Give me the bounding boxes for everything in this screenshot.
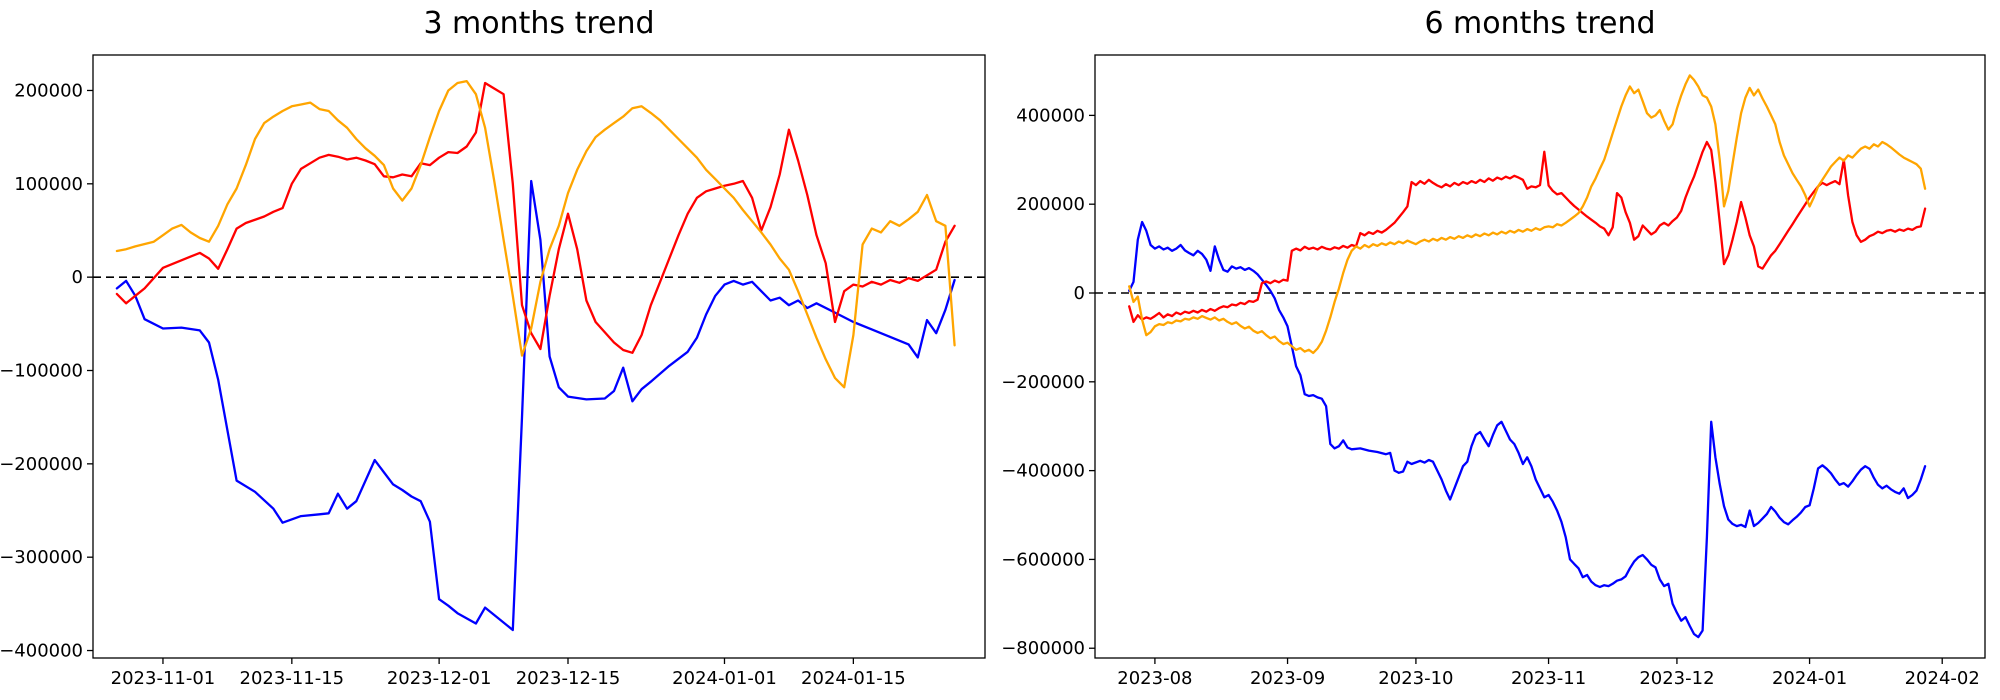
y-tick-label: −400000 [1001, 461, 1085, 482]
series-line-red [115, 81, 956, 354]
y-tick-label: −400000 [0, 641, 83, 662]
chart-6-months-trend: 2023-08 2023-09 2023-10 2023-11 2023-12 2024-… [1001, 54, 1986, 689]
y-tick-label: 200000 [14, 80, 83, 101]
x-tick-label: 2023-12-15 [516, 668, 621, 689]
series-line-blue [1128, 220, 1927, 639]
x-tick-label: 2024-01-01 [672, 668, 777, 689]
y-tick-label: 0 [72, 267, 83, 288]
x-axis: 2023-11-01 2023-11-15 2023-12-01 2023-12-15… [111, 658, 906, 689]
y-tick-label: −100000 [0, 361, 83, 382]
series-group [115, 79, 956, 632]
y-tick-label: 200000 [1016, 194, 1085, 215]
chart-title-6-months: 6 months trend [1424, 6, 1656, 41]
y-tick-label: −200000 [0, 454, 83, 475]
y-tick-label: 100000 [14, 174, 83, 195]
y-tick-label: 0 [1074, 283, 1085, 304]
x-tick-label: 2023-11-01 [111, 668, 216, 689]
chart-3-months-trend: 2023-11-01 2023-11-15 2023-12-01 2023-12-15… [0, 54, 986, 689]
x-tick-label: 2023-12 [1639, 668, 1714, 689]
series-line-blue [115, 179, 956, 632]
y-tick-label: −800000 [1001, 638, 1085, 659]
y-tick-label: −300000 [0, 547, 83, 568]
series-line-orange [115, 79, 956, 389]
y-axis: 200000 100000 0 −100000 −200000 −300000 −40000… [0, 80, 93, 662]
series-line-red [1128, 140, 1927, 324]
x-tick-label: 2024-01-15 [801, 668, 906, 689]
series-line-orange [1128, 74, 1927, 355]
axes-frame [1094, 54, 1986, 659]
chart-panel-3-months: 2023-11-01 2023-11-15 2023-12-01 2023-12-15… [0, 6, 986, 689]
x-tick-label: 2023-12-01 [387, 668, 492, 689]
x-tick-label: 2023-11 [1511, 668, 1586, 689]
x-axis: 2023-08 2023-09 2023-10 2023-11 2023-12 2024-… [1117, 658, 1980, 689]
chart-title-3-months: 3 months trend [423, 6, 655, 41]
x-tick-label: 2024-02 [1905, 668, 1980, 689]
x-tick-label: 2023-10 [1378, 668, 1453, 689]
x-tick-label: 2023-11-15 [240, 668, 345, 689]
axes-frame [92, 54, 986, 659]
x-tick-label: 2024-01 [1772, 668, 1847, 689]
y-tick-label: 400000 [1016, 105, 1085, 126]
series-group [1128, 74, 1927, 639]
y-axis: 400000 200000 0 −200000 −400000 −600000 −80000… [1001, 105, 1095, 659]
x-tick-label: 2023-08 [1117, 668, 1192, 689]
chart-panel-6-months: 2023-08 2023-09 2023-10 2023-11 2023-12 2024-… [1000, 0, 2000, 700]
y-tick-label: −600000 [1001, 549, 1085, 570]
x-tick-label: 2023-09 [1250, 668, 1325, 689]
y-tick-label: −200000 [1001, 372, 1085, 393]
